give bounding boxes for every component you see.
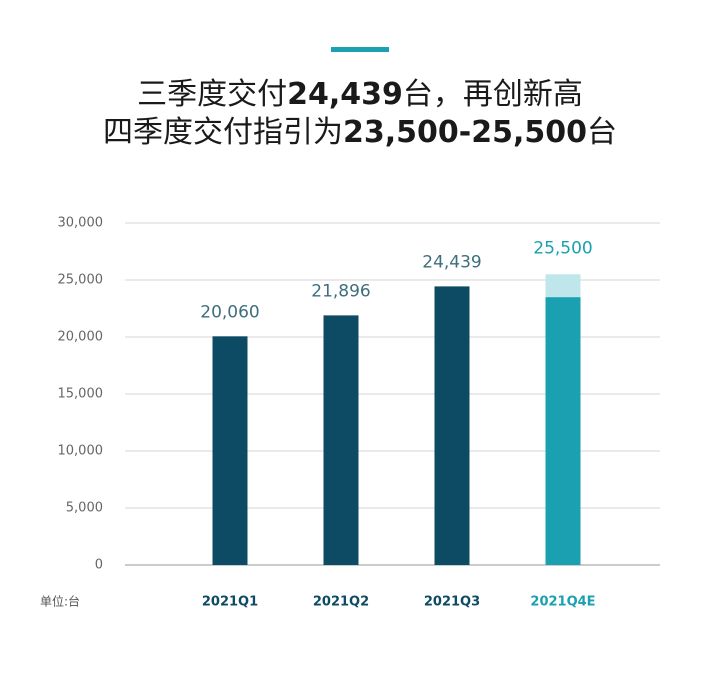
chart-title: 三季度交付24,439台，再创新高 [137,77,583,112]
value-label: 21,896 [311,281,370,301]
y-tick-label: 5,000 [66,501,103,516]
range-bar [545,274,581,298]
y-tick-label: 30,000 [58,216,104,231]
title-part: 三季度交付 [137,77,287,112]
title-part: 23,500-25,500 [343,115,587,150]
x-tick-label: 2021Q2 [313,595,369,610]
title-part: 台 [587,115,617,150]
y-tick-label: 0 [95,558,103,573]
x-tick-label: 2021Q1 [202,595,258,610]
y-tick-label: 20,000 [58,330,104,345]
value-label: 25,500 [533,238,592,258]
bar [212,336,248,565]
title-part: 四季度交付指引为 [103,115,343,150]
chart-title: 四季度交付指引为23,500-25,500台 [103,115,617,150]
y-tick-label: 15,000 [58,387,104,402]
bar [545,297,581,565]
x-tick-label: 2021Q3 [424,595,480,610]
y-tick-label: 25,000 [58,273,104,288]
bar [434,286,470,565]
value-label: 20,060 [200,302,259,322]
decor-bar [331,47,389,52]
title-part: 台，再创新高 [403,77,583,112]
value-label: 24,439 [422,252,481,272]
x-tick-label: 2021Q4E [530,595,595,610]
unit-label: 单位:台 [40,594,80,609]
title-part: 24,439 [287,77,403,112]
bar [323,315,359,565]
y-tick-label: 10,000 [58,444,104,459]
